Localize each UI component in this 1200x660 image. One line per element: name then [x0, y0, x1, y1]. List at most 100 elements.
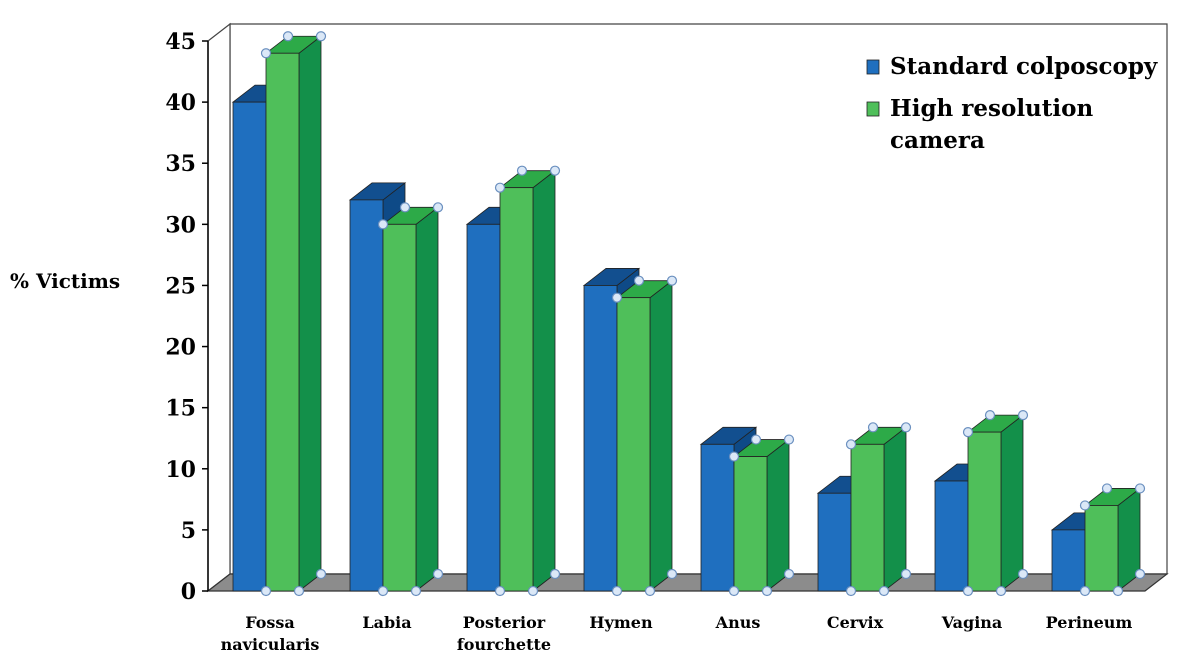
bar-high-resolution-camera-side	[1000, 414, 1024, 592]
selection-handle	[845, 585, 857, 597]
selection-handle	[962, 427, 974, 438]
bar-high-resolution-camera	[377, 202, 444, 597]
bar-high-resolution-camera	[494, 165, 561, 597]
bar-high-resolution-camera-front	[265, 52, 300, 592]
bar-high-resolution-camera	[962, 410, 1029, 597]
bar-high-resolution-camera	[260, 31, 327, 597]
selection-handle	[432, 202, 444, 213]
y-tick-label: 0	[181, 579, 196, 605]
selection-handle	[1134, 568, 1146, 580]
selection-handle	[1017, 410, 1029, 421]
bar-high-resolution-camera-side	[883, 426, 907, 592]
bar-high-resolution-camera-front	[499, 187, 534, 592]
selection-handle	[377, 585, 389, 597]
selection-handle	[260, 48, 272, 59]
x-tick-label: Cervix	[827, 613, 884, 632]
selection-handle	[644, 585, 656, 597]
selection-handle	[527, 585, 539, 597]
y-tick-label: 20	[165, 335, 196, 361]
y-tick-label: 10	[165, 457, 196, 483]
selection-handle	[783, 568, 795, 580]
bar-high-resolution-camera-side	[766, 438, 790, 592]
x-tick-label: Vagina	[941, 613, 1003, 632]
bar-high-resolution-camera-side	[649, 279, 673, 592]
selection-handle	[410, 585, 422, 597]
selection-handle	[750, 434, 762, 445]
bars	[231, 31, 1146, 597]
bar-standard-colposcopy-front	[817, 492, 852, 592]
bar-high-resolution-camera-side	[415, 206, 439, 592]
selection-handle	[315, 31, 327, 42]
selection-handle	[666, 275, 678, 286]
selection-handle	[900, 422, 912, 433]
selection-handle	[845, 439, 857, 450]
bar-high-resolution-camera-front	[733, 456, 768, 592]
selection-handle	[878, 585, 890, 597]
selection-handle	[293, 585, 305, 597]
bar-high-resolution-camera	[845, 422, 912, 597]
selection-handle	[962, 585, 974, 597]
selection-handle	[399, 202, 411, 213]
selection-handle	[633, 275, 645, 286]
selection-handle	[728, 585, 740, 597]
y-tick-label: 30	[165, 212, 196, 238]
bar-standard-colposcopy-front	[232, 101, 267, 592]
y-tick-label: 15	[165, 396, 196, 422]
selection-handle	[1017, 568, 1029, 580]
selection-handle	[611, 585, 623, 597]
selection-handle	[549, 165, 561, 176]
selection-handle	[1112, 585, 1124, 597]
selection-handle	[728, 451, 740, 462]
selection-handle	[867, 422, 879, 433]
bar-high-resolution-camera	[728, 434, 795, 597]
bar-standard-colposcopy-front	[700, 443, 735, 592]
bar-high-resolution-camera-front	[850, 443, 885, 592]
y-tick-label: 35	[165, 151, 196, 177]
bar-standard-colposcopy-front	[1051, 529, 1086, 592]
bar-high-resolution-camera-front	[382, 223, 417, 592]
selection-handle	[432, 568, 444, 580]
legend-swatch	[866, 59, 880, 75]
bar-high-resolution-camera-front	[616, 297, 651, 592]
x-tick-label: Anus	[715, 613, 761, 632]
bar-high-resolution-camera-side	[298, 35, 322, 592]
side-wall	[207, 22, 231, 593]
bar-high-resolution-camera-front	[1084, 505, 1119, 592]
y-axis-label: % Victims	[10, 269, 120, 293]
bar-high-resolution-camera-front	[967, 431, 1002, 592]
selection-handle	[494, 182, 506, 193]
x-tick-label: Hymen	[589, 613, 653, 632]
legend-entry: Standard colposcopy	[890, 53, 1158, 80]
bar-high-resolution-camera	[1079, 483, 1146, 597]
legend: Standard colposcopy High resolution camera	[866, 53, 1158, 154]
y-tick-label: 5	[181, 518, 196, 544]
y-tick-label: 40	[165, 90, 196, 116]
selection-handle	[995, 585, 1007, 597]
selection-handle	[1101, 483, 1113, 494]
selection-handle	[1079, 585, 1091, 597]
selection-handle	[377, 219, 389, 230]
selection-handle	[516, 165, 528, 176]
selection-handle	[984, 410, 996, 421]
selection-handle	[783, 434, 795, 445]
legend-entry: High resolution camera	[890, 95, 1093, 154]
x-tick-label: Posterior fourchette	[457, 613, 551, 654]
selection-handle	[900, 568, 912, 580]
bar-standard-colposcopy-front	[934, 480, 969, 592]
selection-handle	[494, 585, 506, 597]
y-tick-label: 45	[165, 29, 196, 55]
y-axis: 0 5 10 15 20 25 30 35 40 45	[165, 29, 209, 605]
selection-handle	[761, 585, 773, 597]
bar-high-resolution-camera-side	[532, 169, 556, 592]
x-axis: Fossa navicularis Labia Posterior fourchette…	[221, 613, 1133, 654]
x-tick-label: Fossa navicularis	[221, 613, 320, 654]
x-tick-label: Labia	[362, 613, 411, 632]
x-tick-label: Perineum	[1046, 613, 1133, 632]
bar-standard-colposcopy-front	[583, 285, 618, 592]
bar-standard-colposcopy-front	[349, 199, 384, 592]
selection-handle	[611, 292, 623, 303]
bar-high-resolution-camera	[611, 275, 678, 597]
selection-handle	[666, 568, 678, 580]
bar-standard-colposcopy-front	[466, 223, 501, 592]
